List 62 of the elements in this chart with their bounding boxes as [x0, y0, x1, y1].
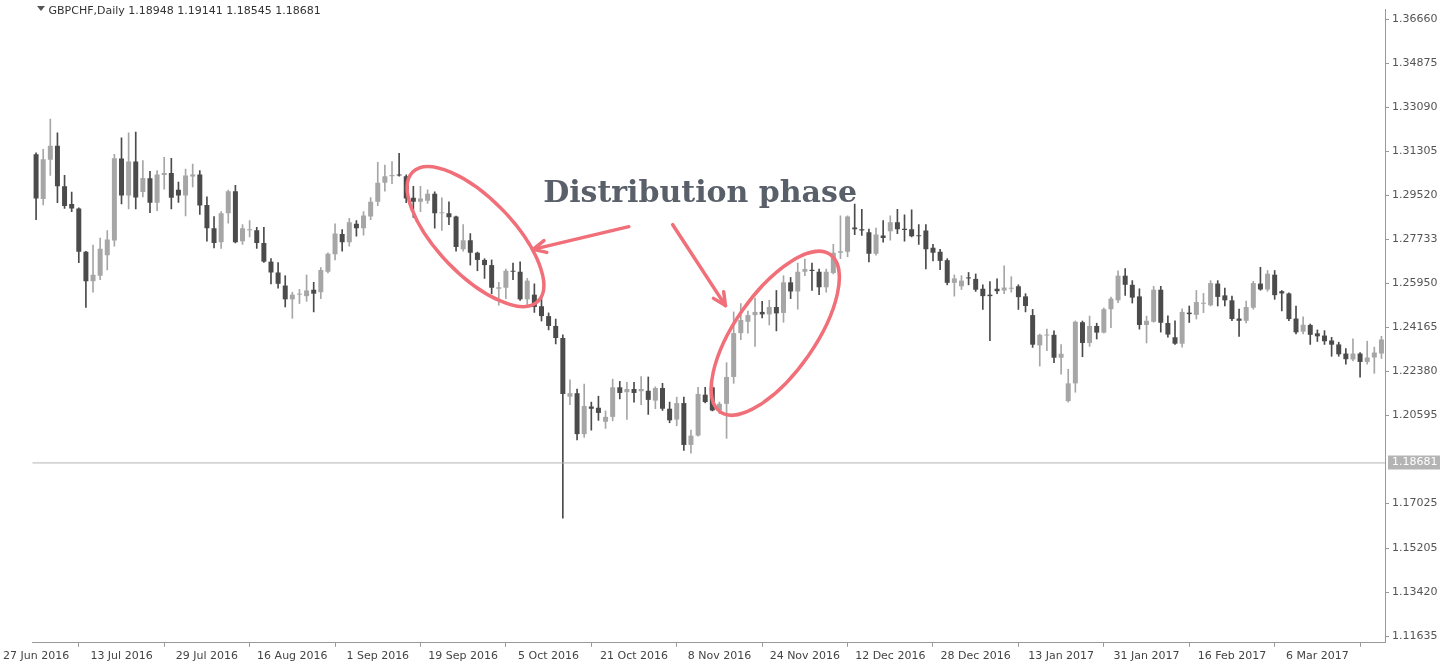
x-tick-label: 27 Jun 2016	[3, 649, 70, 663]
candlestick	[588, 401, 594, 431]
x-tick-label: 19 Sep 2016	[428, 649, 499, 663]
y-tick-label: 1.11635	[1392, 628, 1438, 642]
y-tick-label: 1.24165	[1392, 320, 1438, 334]
candlestick	[1364, 340, 1370, 365]
candlestick	[510, 262, 516, 280]
x-tick-label: 21 Oct 2016	[600, 649, 669, 663]
y-tick-label: 1.25950	[1392, 276, 1438, 290]
candlestick	[802, 258, 808, 277]
candlestick	[90, 244, 96, 293]
chart-title: GBPCHF,Daily 1.18948 1.19141 1.18545 1.18681	[48, 4, 321, 17]
y-tick-label: 1.22380	[1392, 364, 1438, 378]
candlestick	[190, 163, 196, 188]
candlestick	[631, 382, 637, 403]
y-tick-label: 1.15205	[1392, 540, 1438, 554]
candlestick	[916, 224, 922, 245]
y-tick-label: 1.29520	[1392, 188, 1438, 202]
ref-line-label: 1.18681	[1392, 455, 1438, 469]
x-tick-label: 31 Jan 2017	[1113, 649, 1180, 663]
candlestick	[645, 376, 651, 415]
x-tick-label: 24 Nov 2016	[769, 649, 841, 663]
candlestick	[161, 157, 167, 190]
x-tick-label: 1 Sep 2016	[346, 649, 410, 663]
x-tick-label: 16 Aug 2016	[257, 649, 328, 663]
candlestick	[1279, 290, 1285, 312]
candlestick	[859, 209, 865, 236]
candlestick	[311, 282, 317, 313]
candlestick	[439, 197, 445, 231]
candlestick	[624, 382, 630, 420]
candlestick	[638, 376, 644, 405]
x-tick-label: 5 Oct 2016	[518, 649, 580, 663]
x-tick-label: 16 Feb 2017	[1197, 649, 1267, 663]
candlestick	[1172, 320, 1178, 345]
x-tick-label: 29 Jul 2016	[175, 649, 239, 663]
y-tick-label: 1.27733	[1392, 232, 1438, 246]
x-tick-label: 13 Jan 2017	[1028, 649, 1095, 663]
y-tick-label: 1.36660	[1392, 12, 1438, 26]
candlestick	[1044, 328, 1050, 351]
candlestick	[382, 164, 388, 192]
candlestick	[1008, 276, 1014, 293]
y-tick-label: 1.31305	[1392, 144, 1438, 158]
x-tick-label: 13 Jul 2016	[90, 649, 153, 663]
candlestick	[752, 297, 758, 347]
x-tick-label: 6 Mar 2017	[1286, 649, 1349, 663]
x-tick-label: 28 Dec 2016	[940, 649, 1011, 663]
y-tick-label: 1.33090	[1392, 100, 1438, 114]
x-tick-label: 12 Dec 2016	[855, 649, 926, 663]
candlestick	[980, 284, 986, 310]
candlestick	[396, 152, 402, 177]
x-tick-label: 8 Nov 2016	[687, 649, 752, 663]
y-tick-label: 1.20595	[1392, 408, 1438, 422]
y-tick-label: 1.13420	[1392, 584, 1438, 598]
y-tick-label: 1.34875	[1392, 56, 1438, 70]
candlestick	[1236, 308, 1242, 337]
candlestick	[47, 118, 53, 176]
candlestick	[446, 201, 452, 226]
candlestick	[567, 379, 573, 405]
candlestick	[69, 191, 75, 212]
annotation: Distribution phase	[543, 174, 858, 209]
candlestick	[1058, 344, 1064, 375]
y-tick-label: 1.17025	[1392, 496, 1438, 510]
